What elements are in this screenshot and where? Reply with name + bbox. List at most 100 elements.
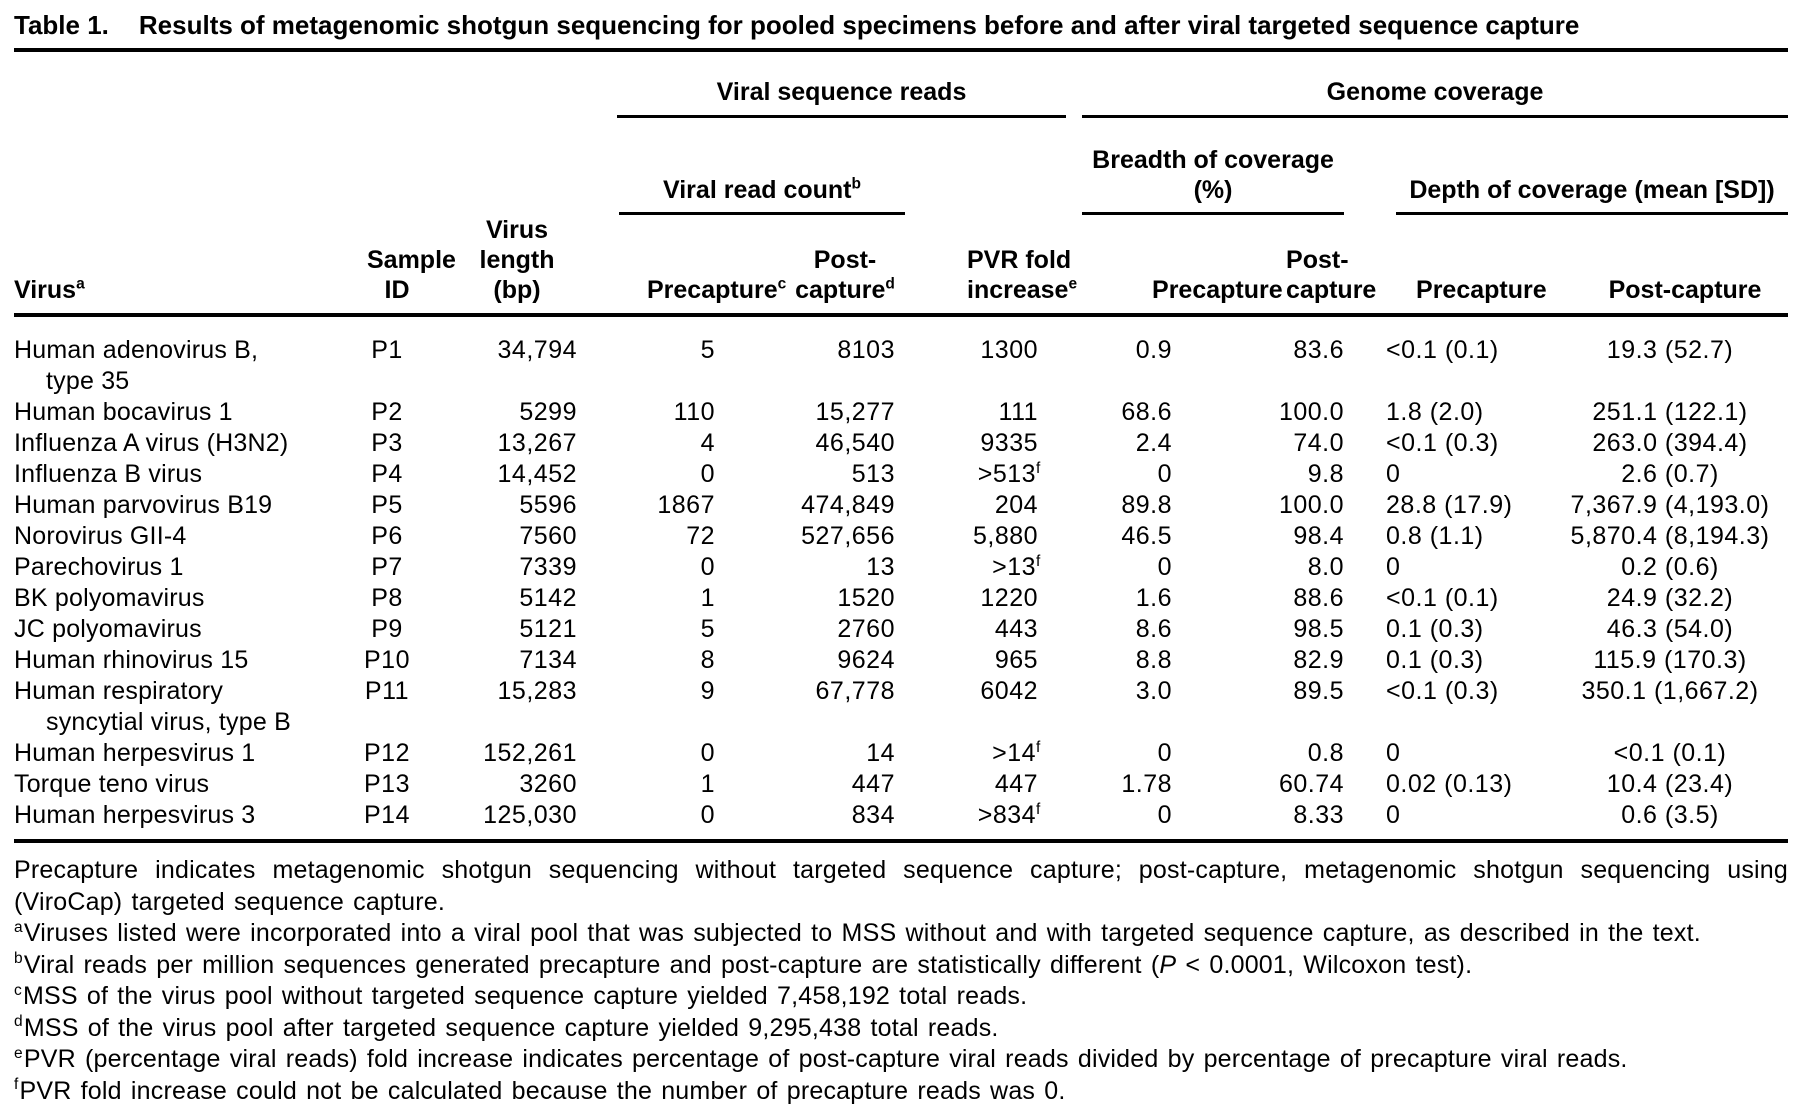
- cell-depth_pre: 0: [1344, 459, 1534, 490]
- footnote: aViruses listed were incorporated into a…: [14, 918, 1788, 950]
- cell-sample: P10: [347, 645, 427, 676]
- cell-sample: P9: [347, 614, 427, 645]
- cell-pvr: 1300: [895, 315, 1038, 397]
- cell-pvr: >834f: [895, 800, 1038, 831]
- cell-virus: Human parvovirus B19: [14, 490, 347, 521]
- cell-depth_pre: <0.1 (0.3): [1344, 676, 1534, 738]
- cell-length: 5142: [427, 583, 577, 614]
- footnote: Precapture indicates metagenomic shotgun…: [14, 855, 1788, 887]
- cell-depth_pre: 0.1 (0.3): [1344, 614, 1534, 645]
- cell-sample: P13: [347, 769, 427, 800]
- cell-virus: JC polyomavirus: [14, 614, 347, 645]
- cell-pvr: 111: [895, 397, 1038, 428]
- cell-depth_post: 7,367.9 (4,193.0): [1534, 490, 1788, 521]
- cell-breadth_pre: 0: [1038, 800, 1172, 831]
- cell-virus: Human herpesvirus 1: [14, 738, 347, 769]
- cell-length: 7339: [427, 552, 577, 583]
- table-caption: Results of metagenomic shotgun sequencin…: [139, 10, 1579, 40]
- cell-post: 8103: [715, 315, 895, 397]
- footnote: (ViroCap) targeted sequence capture.: [14, 887, 1788, 919]
- cell-length: 15,283: [427, 676, 577, 738]
- footnote-marker-b: b: [852, 176, 861, 193]
- cell-breadth_post: 83.6: [1172, 315, 1344, 397]
- cell-post: 15,277: [715, 397, 895, 428]
- cell-breadth_post: 100.0: [1172, 490, 1344, 521]
- footnote-marker-c: c: [778, 276, 787, 293]
- footnote: fPVR fold increase could not be calculat…: [14, 1076, 1788, 1107]
- cell-length: 14,452: [427, 459, 577, 490]
- cell-breadth_pre: 2.4: [1038, 428, 1172, 459]
- cell-depth_post: 46.3 (54.0): [1534, 614, 1788, 645]
- col-header-depth-postcapture: Post-capture: [1534, 215, 1788, 315]
- cell-depth_pre: 0.1 (0.3): [1344, 645, 1534, 676]
- cell-pre: 110: [577, 397, 715, 428]
- cell-depth_post: 2.6 (0.7): [1534, 459, 1788, 490]
- cell-virus: BK polyomavirus: [14, 583, 347, 614]
- cell-length: 13,267: [427, 428, 577, 459]
- cell-length: 5596: [427, 490, 577, 521]
- cell-depth_pre: 0.8 (1.1): [1344, 521, 1534, 552]
- cell-pre: 0: [577, 459, 715, 490]
- footnote: ePVR (percentage viral reads) fold incre…: [14, 1044, 1788, 1076]
- cell-post: 67,778: [715, 676, 895, 738]
- cell-sample: P11: [347, 676, 427, 738]
- cell-pre: 9: [577, 676, 715, 738]
- cell-length: 34,794: [427, 315, 577, 397]
- cell-breadth_pre: 0.9: [1038, 315, 1172, 397]
- cell-length: 3260: [427, 769, 577, 800]
- cell-virus: Influenza A virus (H3N2): [14, 428, 347, 459]
- cell-pre: 1: [577, 769, 715, 800]
- cell-breadth_post: 89.5: [1172, 676, 1344, 738]
- cell-depth_pre: 0: [1344, 800, 1534, 831]
- cell-sample: P6: [347, 521, 427, 552]
- cell-breadth_post: 100.0: [1172, 397, 1344, 428]
- cell-breadth_pre: 3.0: [1038, 676, 1172, 738]
- cell-breadth_pre: 68.6: [1038, 397, 1172, 428]
- col-header-precapture-count: Precapturec: [577, 215, 715, 315]
- cell-virus: Human rhinovirus 15: [14, 645, 347, 676]
- footnote-letter: b: [14, 950, 23, 967]
- cell-post: 2760: [715, 614, 895, 645]
- cell-breadth_post: 98.5: [1172, 614, 1344, 645]
- cell-sample: P5: [347, 490, 427, 521]
- cell-post: 474,849: [715, 490, 895, 521]
- cell-pre: 0: [577, 552, 715, 583]
- cell-breadth_post: 8.33: [1172, 800, 1344, 831]
- cell-pre: 4: [577, 428, 715, 459]
- cell-pre: 1867: [577, 490, 715, 521]
- cell-pvr: >513f: [895, 459, 1038, 490]
- cell-breadth_pre: 8.6: [1038, 614, 1172, 645]
- cell-depth_post: 10.4 (23.4): [1534, 769, 1788, 800]
- cell-pvr: 965: [895, 645, 1038, 676]
- cell-depth_post: 24.9 (32.2): [1534, 583, 1788, 614]
- footnote: dMSS of the virus pool after targeted se…: [14, 1013, 1788, 1045]
- footnote: cMSS of the virus pool without targeted …: [14, 981, 1788, 1013]
- cell-length: 7560: [427, 521, 577, 552]
- cell-post: 513: [715, 459, 895, 490]
- cell-depth_pre: <0.1 (0.1): [1344, 315, 1534, 397]
- cell-sample: P7: [347, 552, 427, 583]
- footnote: bViral reads per million sequences gener…: [14, 950, 1788, 982]
- footnote-marker-a: a: [76, 276, 85, 293]
- cell-depth_pre: 1.8 (2.0): [1344, 397, 1534, 428]
- cell-breadth_post: 74.0: [1172, 428, 1344, 459]
- cell-virus: Torque teno virus: [14, 769, 347, 800]
- footnote-letter: f: [14, 1076, 19, 1093]
- cell-pre: 0: [577, 800, 715, 831]
- cell-breadth_post: 60.74: [1172, 769, 1344, 800]
- cell-breadth_pre: 46.5: [1038, 521, 1172, 552]
- footnote-letter: a: [14, 919, 23, 936]
- header-spacer: [895, 118, 1038, 215]
- cell-post: 14: [715, 738, 895, 769]
- cell-post: 527,656: [715, 521, 895, 552]
- cell-length: 7134: [427, 645, 577, 676]
